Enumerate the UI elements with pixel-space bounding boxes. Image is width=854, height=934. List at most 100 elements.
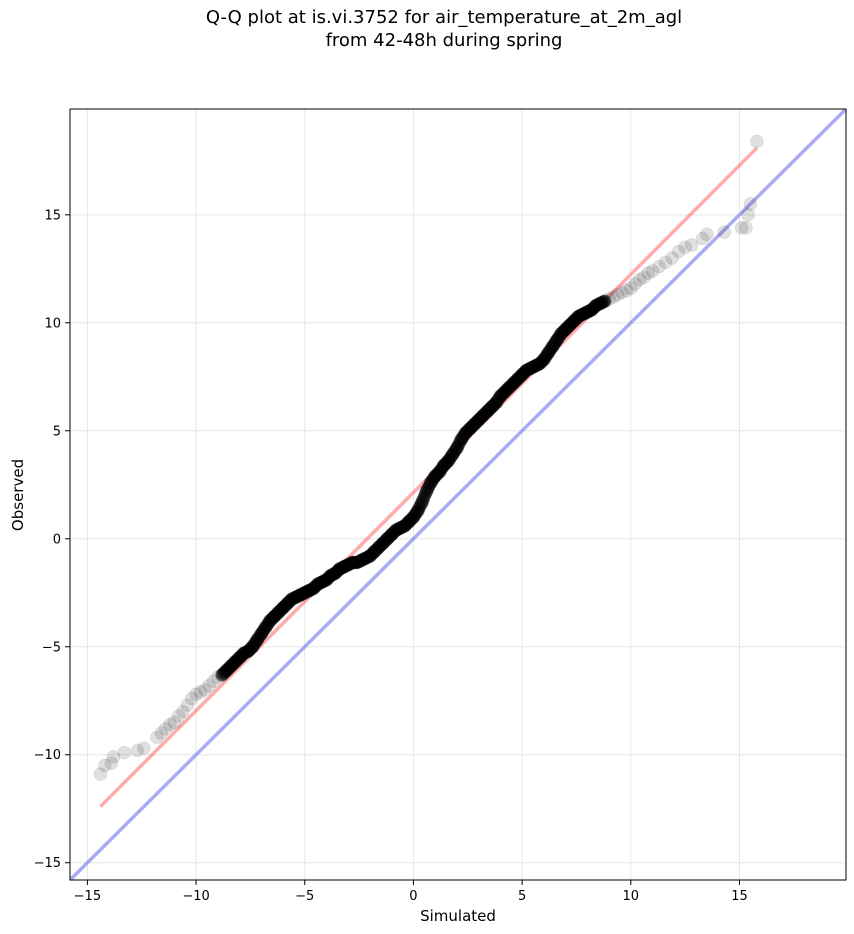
data-point	[749, 134, 764, 149]
data-point	[223, 660, 237, 674]
data-point	[460, 425, 474, 439]
data-point	[313, 576, 327, 590]
data-point	[409, 507, 423, 521]
data-point	[513, 370, 527, 384]
data-point	[678, 240, 693, 255]
data-point	[388, 524, 402, 538]
data-point	[230, 653, 244, 667]
data-point	[197, 682, 212, 697]
data-point	[584, 303, 598, 317]
data-point	[552, 330, 566, 344]
data-point	[273, 604, 287, 618]
data-point	[556, 324, 570, 338]
data-point	[458, 428, 472, 442]
data-point	[294, 587, 308, 601]
data-point	[303, 583, 317, 597]
data-point	[568, 313, 582, 327]
data-point	[189, 687, 204, 702]
data-point	[564, 317, 578, 331]
data-point	[588, 300, 602, 314]
data-point	[104, 756, 119, 771]
data-point	[249, 635, 263, 649]
data-point	[373, 539, 387, 553]
identity-line	[70, 109, 846, 880]
data-point	[247, 638, 261, 652]
data-point	[560, 321, 574, 335]
data-point	[256, 624, 270, 638]
data-point	[344, 556, 358, 570]
data-point	[739, 220, 754, 235]
data-point	[176, 704, 191, 719]
data-point	[361, 550, 375, 564]
data-point	[227, 656, 241, 670]
data-point	[574, 308, 588, 322]
data-point	[549, 335, 563, 349]
y-axis-label: Observed	[9, 459, 27, 531]
data-point	[434, 463, 448, 477]
data-point	[401, 516, 415, 530]
data-point	[229, 654, 243, 668]
data-point	[534, 356, 548, 370]
data-point	[301, 584, 315, 598]
data-point	[97, 758, 112, 773]
data-point	[535, 355, 549, 369]
y-tick-label: −15	[34, 856, 61, 871]
data-point	[316, 574, 330, 588]
data-point	[358, 552, 372, 566]
data-point	[453, 435, 467, 449]
data-point	[403, 513, 417, 527]
data-point	[422, 480, 436, 494]
data-point	[447, 446, 461, 460]
y-tick-label: −5	[42, 640, 61, 655]
data-point	[252, 630, 266, 644]
data-point	[171, 708, 186, 723]
data-point	[414, 497, 428, 511]
data-point	[500, 383, 514, 397]
data-point	[479, 405, 493, 419]
data-point	[606, 289, 621, 304]
data-point	[542, 344, 556, 358]
data-point	[521, 363, 535, 377]
x-tick-label: −5	[295, 889, 314, 904]
data-point	[342, 557, 356, 571]
data-point	[418, 487, 432, 501]
data-point	[538, 351, 552, 365]
data-point	[652, 259, 667, 274]
data-point	[615, 285, 630, 300]
data-point	[355, 553, 369, 567]
data-point	[374, 538, 388, 552]
data-point	[553, 328, 567, 342]
data-point	[569, 311, 583, 325]
data-point	[558, 323, 572, 337]
data-point	[334, 561, 348, 575]
x-tick-label: 10	[623, 889, 640, 904]
data-point	[323, 570, 337, 584]
data-point	[413, 499, 427, 513]
data-point	[547, 338, 561, 352]
data-point	[264, 613, 278, 627]
data-point	[154, 726, 169, 741]
data-point	[671, 244, 686, 259]
data-point	[504, 378, 518, 392]
data-point	[543, 343, 557, 357]
data-point	[265, 612, 279, 626]
data-point	[602, 292, 617, 307]
data-point	[117, 745, 132, 760]
y-tick-label: 10	[44, 316, 61, 331]
data-point	[297, 586, 311, 600]
data-point	[491, 392, 505, 406]
data-point	[384, 529, 398, 543]
data-point	[597, 294, 612, 309]
data-point	[591, 297, 605, 311]
data-point	[239, 645, 253, 659]
data-point	[286, 592, 300, 606]
data-point	[329, 565, 343, 579]
data-point	[184, 691, 199, 706]
data-point	[435, 462, 449, 476]
data-point	[717, 225, 732, 240]
data-point	[503, 380, 517, 394]
data-point	[522, 362, 536, 376]
data-point	[242, 643, 256, 657]
data-point	[296, 587, 310, 601]
data-point	[410, 505, 424, 519]
